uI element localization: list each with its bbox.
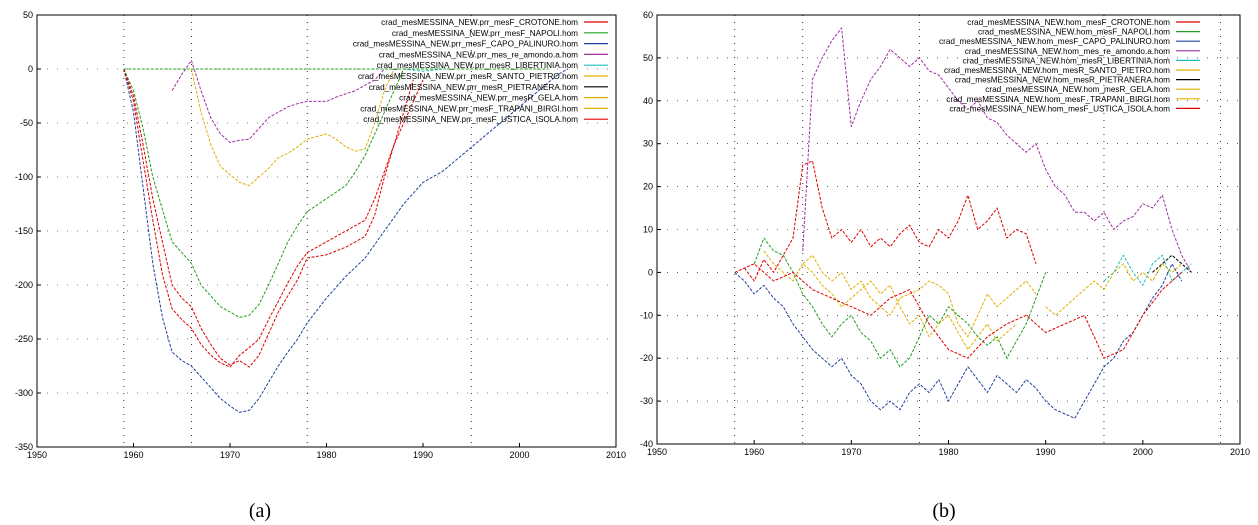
- chart-panel-a: 1950 1960 1970 1980 1990 2000 2010 50 0 -50 -100 -1…: [15, 10, 626, 460]
- chart-panel-b: 1950 1960 1970 1980 1990 2000 2010605040302010…: [640, 10, 1250, 457]
- y-tick-label: 0: [648, 267, 653, 277]
- y-tick-label: -20: [640, 353, 653, 363]
- x-tick-label: 1980: [938, 447, 958, 457]
- series-line: [1045, 263, 1183, 316]
- y-tick-label: -200: [15, 280, 33, 290]
- y-tick-label: -40: [640, 439, 653, 449]
- series-line: [753, 237, 1047, 368]
- series-line: [1103, 254, 1192, 286]
- x-tick-label: 1980: [316, 450, 336, 460]
- legend-entry: crad_mesMESSINA_NEW.prr_mesR_GELA.hom: [399, 94, 578, 103]
- series-line: [734, 263, 1183, 359]
- y-tick-label: 0: [28, 64, 33, 74]
- series-line: [802, 254, 1037, 338]
- legend-entry: crad_mesMESSINA_NEW.prr_mesF_USTICA_ISOL…: [363, 115, 578, 124]
- y-tick-label: -30: [640, 396, 653, 406]
- y-tick-label: -300: [15, 388, 33, 398]
- x-tick-label: 1990: [413, 450, 433, 460]
- y-tick-label: 50: [643, 53, 653, 63]
- series-line: [123, 68, 424, 368]
- series-line: [763, 250, 1017, 351]
- y-tick-label: -350: [15, 442, 33, 452]
- legend-entry: crad_mesMESSINA_NEW.prr_mesF_TRAPANI_BIR…: [360, 104, 578, 113]
- legend-entry: crad_mesMESSINA_NEW.hom_mesR_GELA.hom: [985, 85, 1170, 94]
- legend-entry: crad_mesMESSINA_NEW.prr_mesR_PIETRANERA.…: [369, 83, 578, 92]
- series-line: [171, 59, 385, 143]
- legend-entry: crad_mesMESSINA_NEW.prr_mesR_LIBERTINIA.…: [377, 61, 579, 70]
- legend-entry: crad_mesMESSINA_NEW.prr_mesF_CROTONE.hom: [381, 18, 578, 27]
- series-line: [123, 68, 569, 413]
- legend-entry: crad_mesMESSINA_NEW.prr_mesR_SANTO_PIETR…: [358, 72, 578, 81]
- y-tick-label: 30: [643, 139, 653, 149]
- series-line: [123, 68, 414, 368]
- series-line: [403, 68, 443, 72]
- y-tick-label: 10: [643, 225, 653, 235]
- legend-entry: crad_mesMESSINA_NEW.hom_mesF_NAPOLI.hom: [978, 28, 1170, 37]
- legend-entry: crad_mesMESSINA_NEW.prr_mesF_NAPOLI.hom: [392, 29, 578, 38]
- legend-entry: crad_mesMESSINA_NEW.hom_mesR_PIETRANERA.…: [955, 76, 1170, 85]
- x-tick-label: 2000: [509, 450, 529, 460]
- y-tick-label: -10: [640, 310, 653, 320]
- x-tick-label: 1960: [123, 450, 143, 460]
- legend-entry: crad_mesMESSINA_NEW.hom_mesF_TRAPANI_BIR…: [946, 95, 1170, 104]
- x-tick-label: 1990: [1036, 447, 1056, 457]
- y-tick-label: -100: [15, 172, 33, 182]
- series-line: [734, 263, 1183, 419]
- legend-entry: crad_mesMESSINA_NEW.hom_mesF_CAPO_PALINU…: [939, 37, 1170, 46]
- y-tick-label: -250: [15, 334, 33, 344]
- legend-entry: crad_mesMESSINA_NEW.hom_mesR_SANTO_PIETR…: [944, 66, 1170, 75]
- caption-a: (a): [249, 500, 271, 522]
- x-tick-label: 1950: [27, 450, 47, 460]
- x-tick-label: 1970: [841, 447, 861, 457]
- legend-entry: crad_mesMESSINA_NEW.hom_mesF_CROTONE.hom: [967, 18, 1170, 27]
- series-line: [123, 68, 405, 318]
- y-tick-label: 60: [643, 10, 653, 20]
- legend-entry: crad_mesMESSINA_NEW.prr_mes_re_amondo.a.…: [379, 50, 578, 59]
- y-tick-label: -50: [20, 118, 33, 128]
- series-line: [744, 160, 1037, 282]
- x-tick-label: 1950: [647, 447, 667, 457]
- x-tick-label: 1960: [744, 447, 764, 457]
- legend-entry: crad_mesMESSINA_NEW.hom_mesR_LIBERTINIA.…: [963, 56, 1171, 65]
- legend-entry: crad_mesMESSINA_NEW.hom_mesF_USTICA_ISOL…: [949, 104, 1170, 113]
- series-line: [190, 68, 395, 187]
- x-tick-label: 2010: [606, 450, 626, 460]
- y-tick-label: 20: [643, 182, 653, 192]
- x-tick-label: 1970: [220, 450, 240, 460]
- x-tick-label: 2010: [1230, 447, 1250, 457]
- y-tick-label: 50: [23, 10, 33, 20]
- legend-entry: crad_mesMESSINA_NEW.hom_mes_re_amondo.a.…: [965, 47, 1170, 56]
- y-tick-label: -150: [15, 226, 33, 236]
- legend-entry: crad_mesMESSINA_NEW.prr_mesF_CAPO_PALINU…: [353, 40, 578, 49]
- x-tick-label: 2000: [1133, 447, 1153, 457]
- y-tick-label: 40: [643, 96, 653, 106]
- caption-b: (b): [932, 500, 955, 522]
- series-line: [1152, 254, 1192, 273]
